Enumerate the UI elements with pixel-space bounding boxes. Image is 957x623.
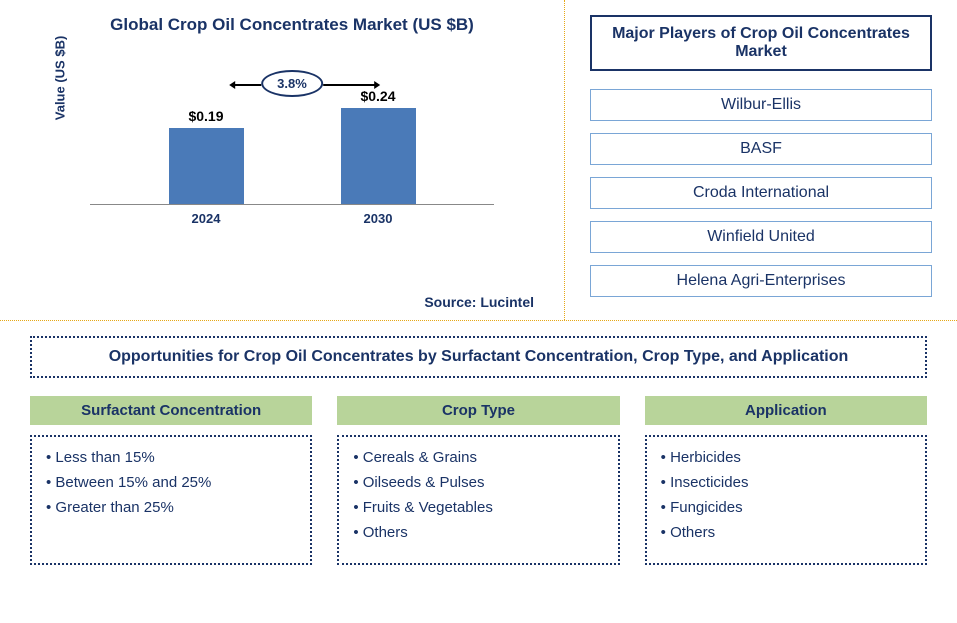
- category-item: • Others: [353, 524, 603, 541]
- chart-panel: Global Crop Oil Concentrates Market (US …: [0, 0, 565, 320]
- category-items-box: • Cereals & Grains • Oilseeds & Pulses • F…: [337, 435, 619, 565]
- category-header: Application: [645, 396, 927, 425]
- player-item: Croda International: [590, 177, 932, 209]
- bar-group-2024: $0.19: [169, 108, 244, 204]
- player-item: BASF: [590, 133, 932, 165]
- x-axis-labels: 2024 2030: [90, 205, 494, 226]
- arrow-right-icon: [323, 84, 378, 86]
- source-label: Source: Lucintel: [424, 294, 534, 310]
- top-section: Global Crop Oil Concentrates Market (US …: [0, 0, 957, 320]
- players-list: Wilbur-Ellis BASF Croda International Winfi…: [590, 89, 932, 297]
- category-item: • Less than 15%: [46, 449, 296, 466]
- bar-value-2024: $0.19: [188, 108, 223, 124]
- category-item: • Fungicides: [661, 499, 911, 516]
- bar-2024: [169, 128, 244, 204]
- growth-rate-badge: 3.8%: [261, 70, 323, 97]
- category-items-box: • Herbicides • Insecticides • Fungicides • …: [645, 435, 927, 565]
- category-item: • Between 15% and 25%: [46, 474, 296, 491]
- players-panel: Major Players of Crop Oil Concentrates M…: [565, 0, 957, 320]
- growth-annotation: 3.8%: [261, 70, 323, 97]
- x-label-2030: 2030: [341, 211, 416, 226]
- player-item: Helena Agri-Enterprises: [590, 265, 932, 297]
- y-axis-label: Value (US $B): [53, 36, 68, 121]
- categories-row: Surfactant Concentration• Less than 15%•…: [30, 396, 927, 565]
- category-column: Application • Herbicides • Insecticides • F…: [645, 396, 927, 565]
- category-column: Crop Type • Cereals & Grains • Oilseeds & …: [337, 396, 619, 565]
- chart-title: Global Crop Oil Concentrates Market (US …: [50, 15, 534, 35]
- category-item: • Insecticides: [661, 474, 911, 491]
- category-item: • Herbicides: [661, 449, 911, 466]
- category-item: • Greater than 25%: [46, 499, 296, 516]
- category-item: • Others: [661, 524, 911, 541]
- player-item: Winfield United: [590, 221, 932, 253]
- bar-value-2030: $0.24: [360, 88, 395, 104]
- category-item: • Oilseeds & Pulses: [353, 474, 603, 491]
- x-label-2024: 2024: [169, 211, 244, 226]
- players-title: Major Players of Crop Oil Concentrates M…: [590, 15, 932, 71]
- category-header: Surfactant Concentration: [30, 396, 312, 425]
- category-column: Surfactant Concentration• Less than 15%•…: [30, 396, 312, 565]
- category-items-box: • Less than 15% • Between 15% and 25% • Gr…: [30, 435, 312, 565]
- category-header: Crop Type: [337, 396, 619, 425]
- bar-2030: [341, 108, 416, 204]
- arrow-left-icon: [231, 84, 261, 86]
- player-item: Wilbur-Ellis: [590, 89, 932, 121]
- bottom-section: Opportunities for Crop Oil Concentrates …: [0, 321, 957, 580]
- chart-area: Value (US $B) $0.19 3.8% $0.24 2024: [90, 65, 494, 245]
- bar-group-2030: $0.24: [341, 88, 416, 204]
- category-item: • Cereals & Grains: [353, 449, 603, 466]
- bars-container: $0.19 3.8% $0.24: [90, 65, 494, 205]
- category-item: • Fruits & Vegetables: [353, 499, 603, 516]
- opportunities-title: Opportunities for Crop Oil Concentrates …: [30, 336, 927, 378]
